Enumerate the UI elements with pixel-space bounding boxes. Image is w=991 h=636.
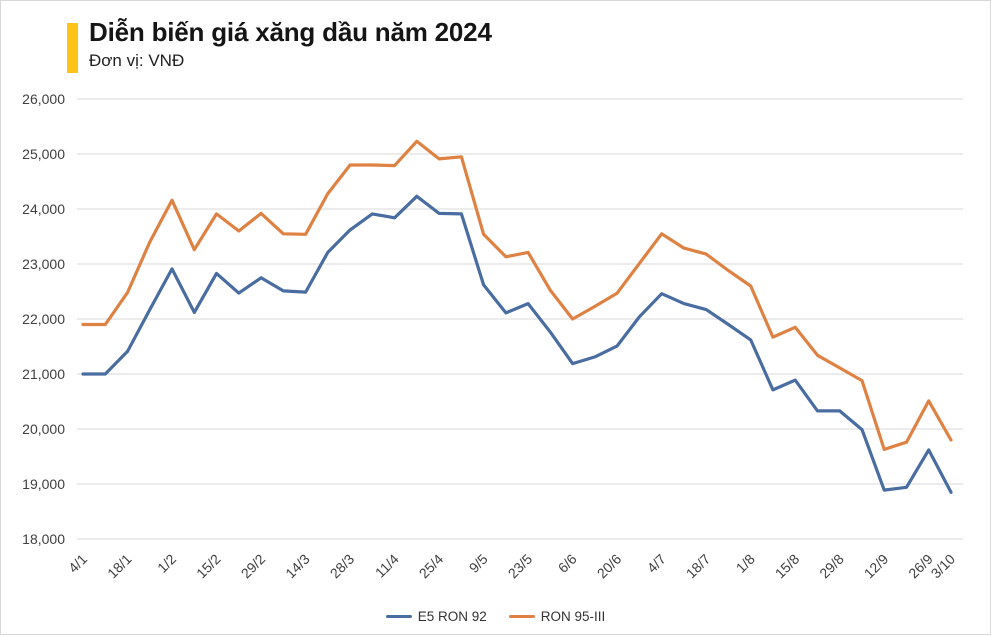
x-axis-label: 18/1 [104,551,135,582]
legend-label: RON 95-III [540,608,606,624]
x-axis-label: 25/4 [416,551,447,582]
y-axis-label: 26,000 [22,91,65,107]
x-axis-label: 20/6 [594,551,625,582]
x-axis-label: 4/1 [65,551,90,576]
x-axis-label: 23/5 [505,551,536,582]
x-axis-label: 3/10 [928,551,959,582]
x-axis-label: 14/3 [282,551,313,582]
x-axis-label: 1/2 [154,551,179,576]
legend-item-e5-ron-92: E5 RON 92 [385,608,487,624]
unit-label: Đơn vị: VNĐ [89,51,185,70]
x-axis-label: 29/2 [238,551,269,582]
x-axis-label: 11/4 [372,551,402,581]
y-axis-label: 20,000 [22,421,65,437]
x-axis-label: 4/7 [644,551,669,576]
chart-legend: E5 RON 92 RON 95-III [1,605,990,627]
x-axis-label: 15/2 [193,551,224,582]
title-accent-bar [67,23,78,73]
x-axis-label: 15/8 [772,551,803,582]
x-axis-label: 9/5 [466,551,491,576]
y-axis-label: 18,000 [22,531,65,547]
x-axis-label: 18/7 [683,551,714,582]
x-axis-label: 12/9 [861,551,892,582]
x-axis-label: 29/8 [816,551,847,582]
series-line-ron-95-iii [81,139,953,451]
y-axis-label: 25,000 [22,146,65,162]
x-axis-label: 28/3 [327,551,358,582]
y-axis-label: 21,000 [22,366,65,382]
x-axis-label: 1/8 [733,551,758,576]
y-axis-label: 19,000 [22,476,65,492]
legend-line-swatch [385,614,412,618]
y-axis-label: 24,000 [22,201,65,217]
chart-title: Diễn biến giá xăng dầu năm 2024 [89,17,492,47]
y-axis-label: 22,000 [22,311,65,327]
x-axis-label: 6/6 [555,551,580,576]
legend-item-ron-95-iii: RON 95-III [508,608,606,624]
y-axis-label: 23,000 [22,256,65,272]
legend-label: E5 RON 92 [417,608,487,624]
series-line-e5-ron-92 [81,194,953,494]
legend-line-swatch [508,614,535,618]
